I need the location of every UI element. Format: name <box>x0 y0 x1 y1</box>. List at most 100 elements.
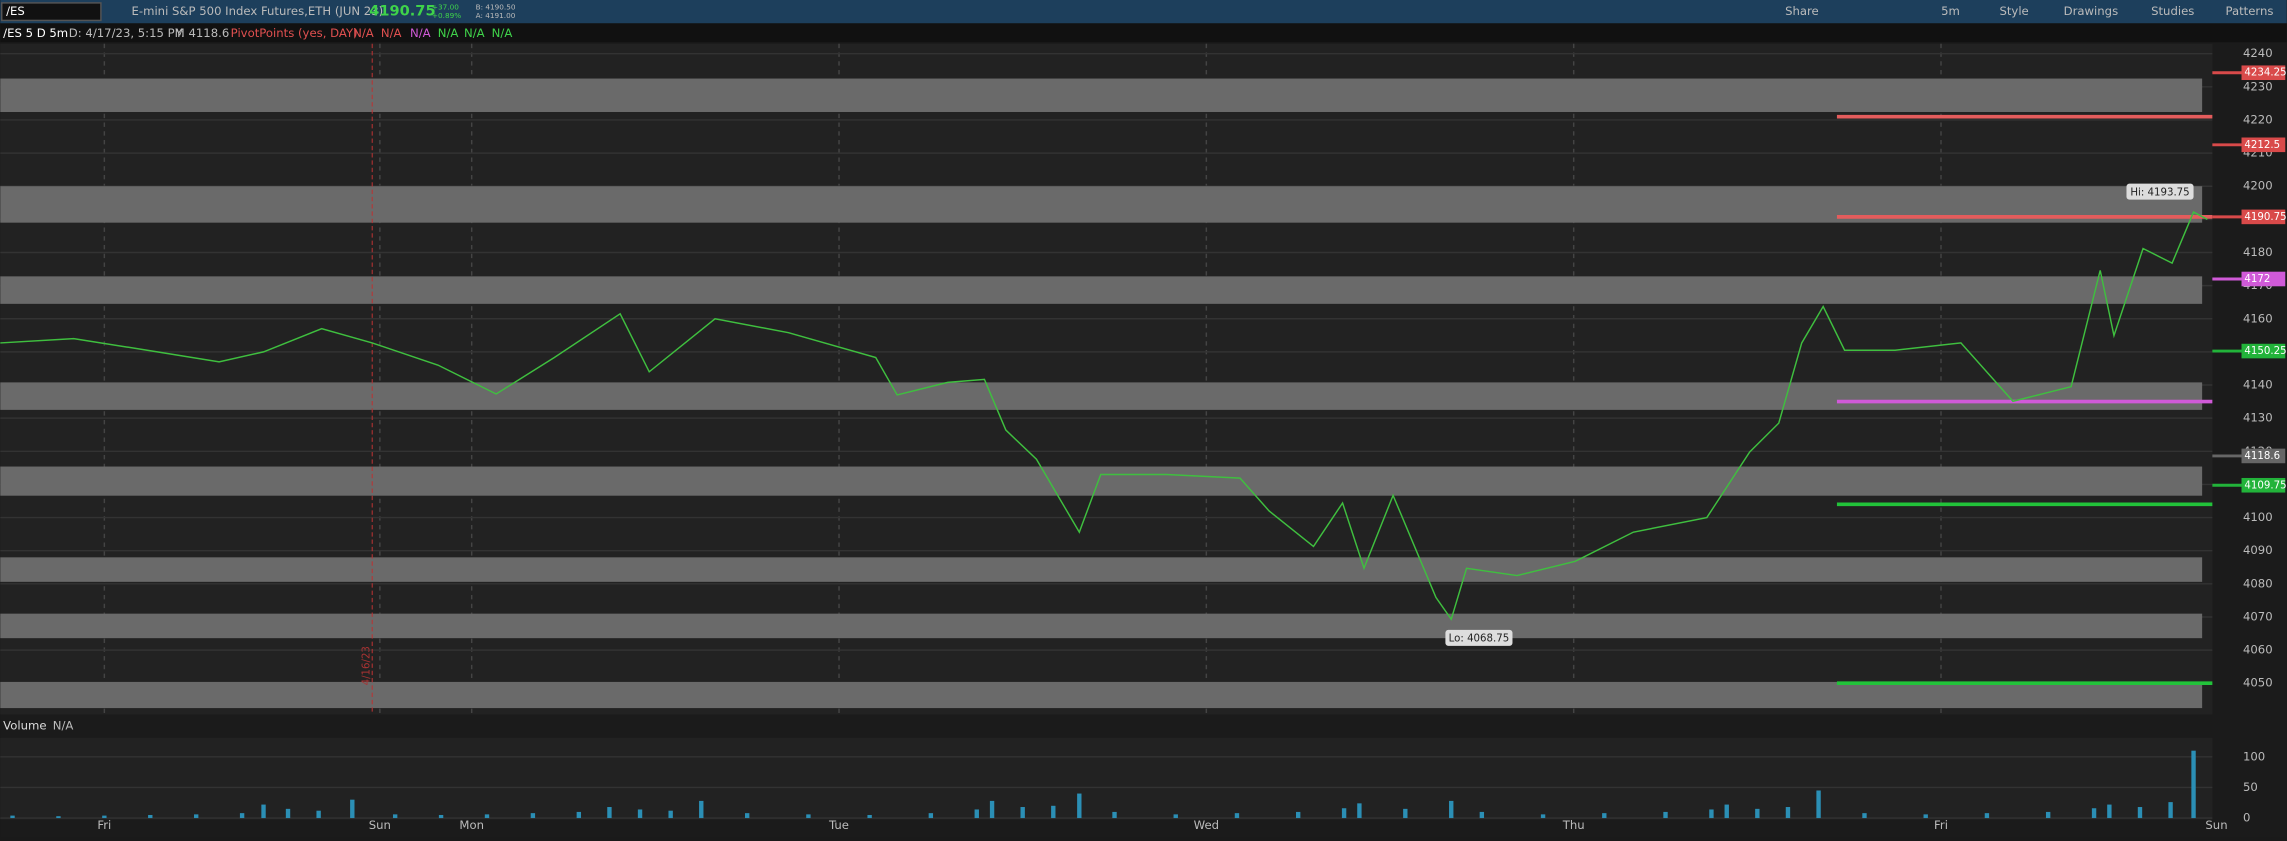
price-label: 4234.25 <box>2244 68 2286 79</box>
button[interactable]: Style <box>1999 4 2028 18</box>
price-label: 4118.6 <box>2244 451 2280 462</box>
button[interactable]: 5m <box>1941 4 1960 18</box>
y-tick-label: 4140 <box>2243 378 2273 392</box>
volume-tick-label: 50 <box>2243 780 2258 794</box>
button[interactable]: Share <box>1785 4 1819 18</box>
zone <box>0 78 2203 113</box>
volume-bar <box>56 816 61 819</box>
zone <box>0 186 2203 223</box>
volume-bar <box>1479 811 1485 819</box>
y-tick-label: 4130 <box>2243 411 2273 425</box>
volume-bar <box>438 814 444 819</box>
volume-bar <box>1663 811 1668 819</box>
zone <box>0 382 2203 410</box>
date-marker-label: 4/16/23 <box>361 646 372 685</box>
volume-bar <box>2137 807 2143 819</box>
volume-bar <box>1755 808 1760 819</box>
change-pct: +0.89% <box>432 11 461 20</box>
x-tick-label: Mon <box>459 818 484 832</box>
y-tick-label: 4060 <box>2243 643 2273 657</box>
volume-bar <box>1862 813 1867 819</box>
y-tick-label: 4160 <box>2243 311 2273 325</box>
button[interactable]: Patterns <box>2225 4 2273 18</box>
volume-bar <box>1602 813 1607 819</box>
volume-bar <box>316 810 321 819</box>
price-label: 4172 <box>2244 274 2270 285</box>
volume-bar <box>1816 790 1821 819</box>
change: +37.00 <box>432 2 459 11</box>
price-label-box <box>2241 343 2286 359</box>
volume-bar <box>867 814 872 819</box>
plot-area <box>0 43 2213 715</box>
volume-bar <box>148 814 153 819</box>
ask: A: 4191.00 <box>476 11 516 20</box>
volume-tick-label: 100 <box>2243 749 2265 763</box>
volume-bar <box>699 800 704 819</box>
study-value: N/A <box>353 26 374 40</box>
study-value: N/A <box>438 26 459 40</box>
volume-bar <box>744 813 750 819</box>
volume-bar <box>10 815 15 819</box>
volume-bar <box>1709 809 1714 819</box>
volume-bar <box>1112 811 1117 819</box>
price-label-box <box>2241 137 2286 153</box>
y-tick-label: 4080 <box>2243 576 2273 590</box>
x-tick-label: Sun <box>2205 818 2227 832</box>
volume-bar <box>1341 808 1347 819</box>
button[interactable]: Drawings <box>2064 4 2119 18</box>
price-label-box <box>2241 271 2286 287</box>
crosshair-date: D: 4/17/23, 5:15 PM <box>69 26 185 40</box>
zone <box>0 557 2203 582</box>
price-label-box <box>2241 477 2286 493</box>
volume-bar <box>1785 807 1791 819</box>
volume-bar <box>1051 805 1056 819</box>
volume-bar <box>1923 814 1928 819</box>
volume-bar <box>974 809 979 819</box>
y-tick-label: 4090 <box>2243 543 2273 557</box>
volume-bar <box>668 810 673 819</box>
crosshair-y: Y: 4118.6 <box>174 26 229 40</box>
y-tick-label: 4230 <box>2243 79 2273 93</box>
volume-bar <box>1234 813 1240 819</box>
y-tick-label: 4180 <box>2243 245 2273 259</box>
volume-bar <box>576 811 582 819</box>
volume-bar <box>1724 804 1729 819</box>
description: E-mini S&P 500 Index Futures,ETH (JUN 23… <box>132 4 384 18</box>
volume-bar <box>261 804 266 819</box>
volume-bar <box>2107 804 2112 819</box>
volume-bar <box>350 799 355 819</box>
button[interactable]: Studies <box>2151 4 2194 18</box>
symbol-box[interactable] <box>1 2 102 22</box>
price-label: 4150.25 <box>2244 346 2286 357</box>
volume-bar <box>1540 814 1546 819</box>
annotation-label: Hi: 4193.75 <box>2130 187 2189 198</box>
annotation-box <box>2126 183 2194 200</box>
x-tick-label: Thu <box>1562 818 1585 832</box>
study-value: N/A <box>492 26 513 40</box>
price-label-box <box>2241 65 2286 81</box>
price-line <box>0 211 2208 621</box>
volume-label: Volume <box>3 719 46 733</box>
volume-bar <box>1984 813 1990 819</box>
volume-bar <box>1403 808 1408 819</box>
volume-bar <box>2045 811 2051 819</box>
price-label: 4212.5 <box>2244 140 2280 151</box>
x-tick-label: Sun <box>369 818 391 832</box>
toolbar <box>0 0 2287 24</box>
volume-bar <box>1449 800 1454 819</box>
volume-bar <box>607 807 612 819</box>
y-tick-label: 4070 <box>2243 609 2273 623</box>
y-tick-label: 4240 <box>2243 46 2273 60</box>
volume-bar <box>989 800 995 819</box>
volume-bar <box>392 814 398 819</box>
volume-bar <box>285 808 291 819</box>
volume-bar <box>194 814 199 819</box>
study-value: N/A <box>410 26 431 40</box>
zone <box>0 613 2203 639</box>
volume-bar <box>2168 802 2173 819</box>
volume-bar <box>928 813 934 819</box>
study-name: PivotPoints (yes, DAY) <box>231 26 358 40</box>
price-label-box <box>2241 209 2286 225</box>
last-price: 4190.75 <box>369 3 435 20</box>
x-tick-label: Fri <box>97 818 111 832</box>
